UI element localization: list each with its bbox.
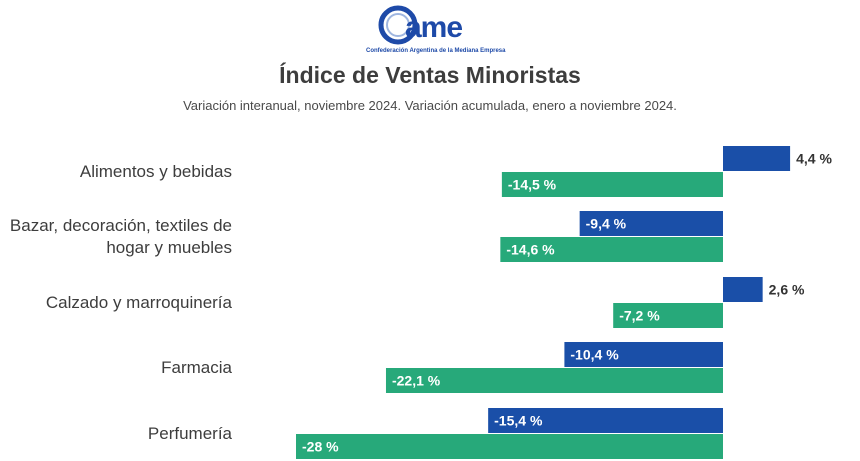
came-logo: ame Confederación Argentina de la Median… — [366, 4, 505, 60]
bar-interannual — [564, 342, 723, 367]
category-label-line: Bazar, decoración, textiles de — [9, 215, 232, 235]
data-label: -15,4 % — [494, 413, 543, 429]
svg-text:ame: ame — [405, 11, 462, 44]
data-label: 2,6 % — [769, 282, 805, 298]
data-label: -22,1 % — [392, 373, 441, 389]
bar-cumulative — [296, 434, 723, 459]
data-label: 4,4 % — [796, 151, 832, 167]
chart-title: Índice de Ventas Minoristas — [279, 62, 581, 88]
chart-subtitle: Variación interanual, noviembre 2024. Va… — [183, 98, 677, 113]
data-label: -7,2 % — [619, 308, 660, 324]
bar-interannual — [723, 146, 791, 171]
bar-cumulative — [613, 303, 723, 328]
came-logo-mark: ame — [378, 5, 463, 45]
category-label-line: Farmacia — [161, 357, 232, 377]
bar-interannual — [488, 408, 723, 433]
bar-cumulative — [501, 172, 723, 197]
bar-interannual — [579, 211, 723, 236]
logo-caption: Confederación Argentina de la Mediana Em… — [366, 48, 506, 54]
category-label-line: Perfumería — [147, 423, 232, 443]
bar-interannual — [723, 277, 763, 302]
data-label: -14,5 % — [508, 177, 557, 193]
bar-cumulative — [385, 368, 723, 393]
category-label: Farmacia — [0, 357, 232, 379]
category-label-line: Alimentos y bebidas — [79, 161, 232, 181]
data-label: -28 % — [302, 439, 339, 455]
data-label: -10,4 % — [570, 347, 619, 363]
category-label: Bazar, decoración, textiles de hogar y mu… — [0, 215, 232, 259]
data-label: -14,6 % — [506, 242, 555, 258]
category-label: Perfumería — [0, 423, 232, 445]
data-label: -9,4 % — [586, 216, 627, 232]
category-label: Calzado y marroquinería — [0, 292, 232, 314]
category-label: Alimentos y bebidas — [0, 161, 232, 183]
category-label-line: Calzado y marroquinería — [45, 292, 232, 312]
category-label-line: hogar y muebles — [106, 237, 232, 257]
bar-cumulative — [500, 237, 723, 262]
